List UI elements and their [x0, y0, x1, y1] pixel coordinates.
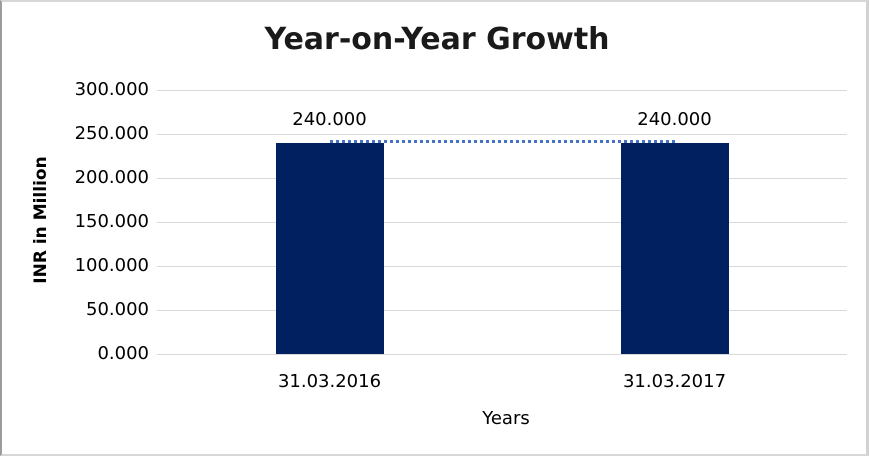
y-tick-label: 100.000	[74, 255, 149, 276]
y-gridline	[157, 134, 847, 135]
y-tick-label: 250.000	[74, 123, 149, 144]
bar-data-label: 240.000	[637, 108, 712, 130]
bar-31.03.2017	[620, 142, 729, 354]
x-axis-title: Years	[482, 408, 530, 429]
y-tick-label: 150.000	[74, 211, 149, 232]
x-tick-label: 31.03.2017	[622, 371, 727, 392]
y-tick-label: 300.000	[74, 79, 149, 100]
y-gridline	[157, 354, 847, 355]
y-gridline	[157, 310, 847, 311]
y-axis-title: INR in Million	[31, 156, 51, 284]
bar-data-label: 240.000	[292, 108, 367, 130]
bar-31.03.2016	[275, 142, 384, 354]
y-tick-label: 0.000	[97, 343, 149, 364]
chart-title: Year-on-Year Growth	[264, 22, 610, 57]
trendline	[329, 139, 675, 143]
y-gridline	[157, 178, 847, 179]
y-gridline	[157, 266, 847, 267]
y-tick-label: 200.000	[74, 167, 149, 188]
y-gridline	[157, 222, 847, 223]
y-gridline	[157, 90, 847, 91]
x-tick-label: 31.03.2016	[277, 371, 382, 392]
y-tick-label: 50.000	[86, 299, 149, 320]
